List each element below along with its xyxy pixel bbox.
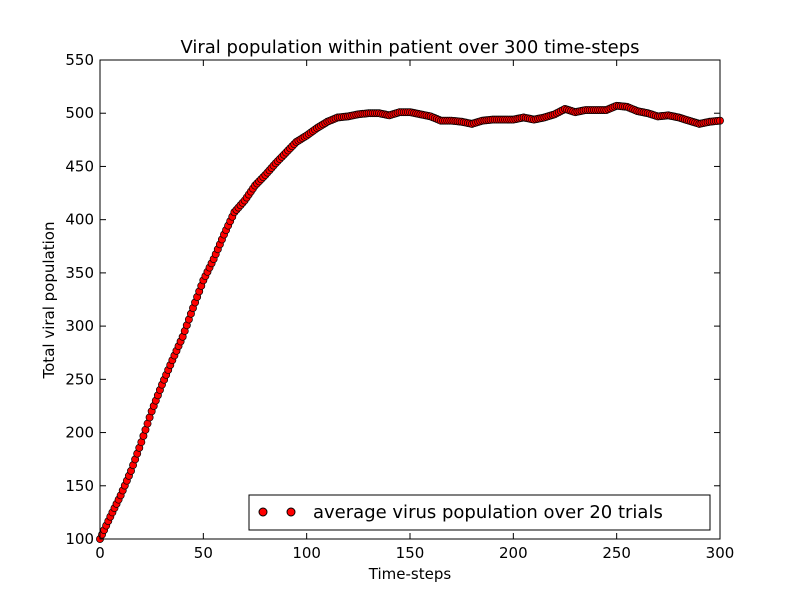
x-tick-label: 0 <box>95 544 105 562</box>
y-tick-label: 250 <box>65 370 94 388</box>
legend-marker-1 <box>258 507 268 517</box>
x-tick-label: 100 <box>292 544 321 562</box>
y-tick-label: 450 <box>65 157 94 175</box>
y-axis: 100 150 200 250 300 350 400 450 500 550 <box>65 51 720 548</box>
x-tick-label: 300 <box>706 544 735 562</box>
data-points <box>96 101 724 543</box>
x-axis: 0 50 100 150 200 250 300 <box>95 60 734 562</box>
x-axis-label: Time-steps <box>368 565 452 583</box>
y-tick-label: 500 <box>65 104 94 122</box>
x-tick-label: 250 <box>602 544 631 562</box>
legend-label: average virus population over 20 trials <box>313 502 663 523</box>
y-tick-label: 300 <box>65 317 94 335</box>
chart-title: Viral population within patient over 300… <box>180 37 639 58</box>
y-tick-label: 400 <box>65 211 94 229</box>
legend-box <box>248 494 711 531</box>
legend-marker-2 <box>286 507 296 517</box>
legend: average virus population over 20 trials <box>248 494 711 531</box>
y-tick-label: 200 <box>65 424 94 442</box>
x-tick-label: 50 <box>194 544 213 562</box>
y-tick-label: 350 <box>65 264 94 282</box>
x-tick-label: 200 <box>499 544 528 562</box>
x-tick-label: 150 <box>396 544 425 562</box>
y-axis-label: Total viral population <box>40 222 58 380</box>
y-tick-label: 550 <box>65 51 94 69</box>
y-tick-label: 150 <box>65 477 94 495</box>
y-tick-label: 100 <box>65 530 94 548</box>
